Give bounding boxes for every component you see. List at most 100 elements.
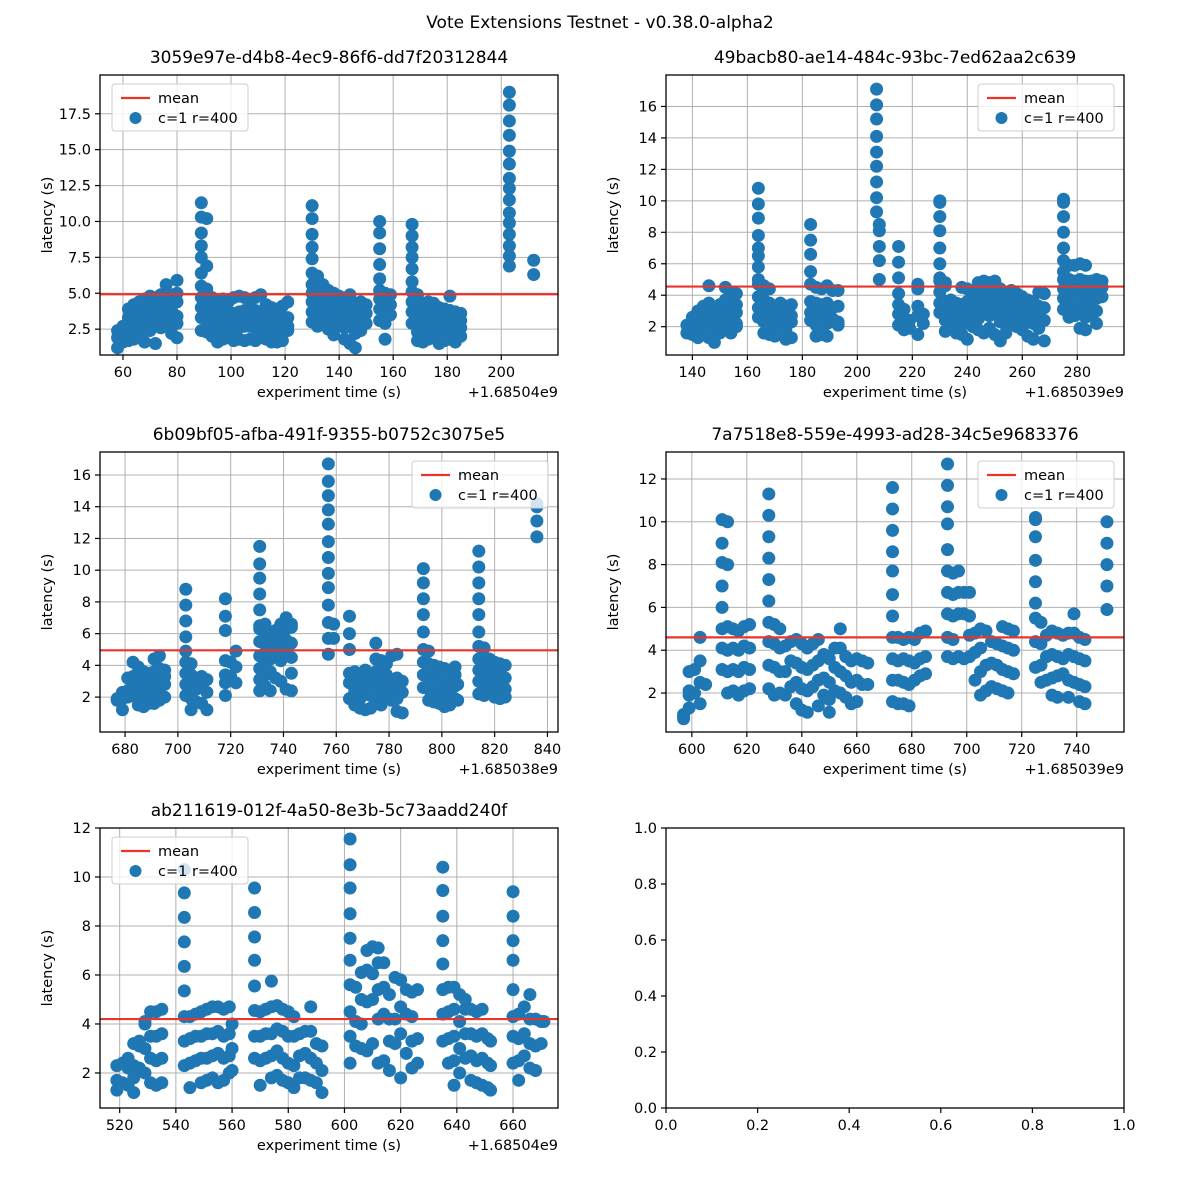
data-point (155, 1076, 169, 1090)
data-point (405, 1010, 419, 1024)
data-point (911, 328, 925, 342)
legend-item-mean: mean (158, 91, 199, 107)
data-point (1079, 323, 1093, 337)
y-tick-label: 10 (73, 870, 91, 886)
x-tick-label: 600 (678, 742, 706, 758)
x-tick-label: 640 (788, 742, 816, 758)
data-point (1037, 313, 1051, 327)
data-point (529, 1064, 543, 1078)
data-point (751, 249, 765, 263)
data-point (751, 260, 765, 274)
data-point (284, 650, 298, 664)
data-point (472, 592, 486, 606)
data-point (458, 992, 472, 1006)
data-point (477, 641, 491, 655)
data-point (1095, 290, 1109, 304)
data-point (850, 695, 864, 709)
x-tick-label: 0.6 (929, 1118, 952, 1134)
data-point (751, 197, 765, 211)
data-point (170, 295, 184, 309)
data-point (919, 667, 933, 681)
data-point (284, 666, 298, 680)
data-point (287, 1081, 301, 1095)
legend-item-mean: mean (158, 844, 199, 860)
data-point (886, 481, 900, 495)
data-point (1050, 690, 1064, 704)
y-tick-label: 12 (639, 162, 657, 178)
y-tick-label: 17.5 (59, 107, 91, 123)
data-point (222, 1000, 236, 1014)
y-tick-label: 2.5 (68, 322, 91, 338)
data-point (194, 239, 208, 253)
data-point (366, 967, 380, 981)
data-point (784, 298, 798, 312)
data-point (222, 1027, 236, 1041)
data-point (359, 306, 373, 320)
data-point (447, 1002, 461, 1016)
data-point (892, 271, 906, 285)
data-point (373, 258, 387, 272)
y-tick-label: 12.5 (59, 179, 91, 195)
data-point (253, 571, 267, 585)
data-point (378, 332, 392, 346)
data-point (248, 953, 262, 967)
data-point (305, 252, 319, 266)
data-point (911, 282, 925, 296)
data-point (305, 240, 319, 254)
data-point (472, 560, 486, 574)
legend-item-mean: mean (1024, 468, 1065, 484)
data-point (405, 275, 419, 289)
y-tick-label: 4 (82, 658, 91, 674)
data-point (405, 250, 419, 264)
data-point (218, 689, 232, 703)
data-point (183, 1081, 197, 1095)
data-point (811, 699, 825, 713)
x-tick-label: 0.4 (838, 1118, 861, 1134)
x-tick-label: 100 (217, 365, 245, 381)
data-point (1100, 558, 1114, 572)
legend-item-series: c=1 r=400 (458, 488, 538, 504)
data-point (304, 1000, 318, 1014)
data-point (916, 307, 930, 321)
x-tick-label: 620 (733, 742, 761, 758)
data-point (343, 907, 357, 921)
data-point (762, 573, 776, 587)
data-point (451, 677, 465, 691)
data-point (436, 860, 450, 874)
y-tick-label: 12 (73, 531, 91, 547)
axes-frame (99, 451, 559, 733)
data-point (502, 249, 516, 263)
x-tick-label: 0.8 (1021, 1118, 1044, 1134)
data-point (371, 941, 385, 955)
data-point (870, 129, 884, 143)
data-point (229, 676, 243, 690)
data-point (436, 957, 450, 971)
data-point (321, 474, 335, 488)
data-point (1057, 225, 1071, 239)
data-point (138, 335, 152, 349)
data-point (148, 337, 162, 351)
data-point (897, 302, 911, 316)
data-point (999, 326, 1013, 340)
data-point (502, 171, 516, 185)
data-point (315, 1039, 329, 1053)
x-tick-label: 140 (679, 365, 707, 381)
x-tick-label: 800 (428, 742, 456, 758)
y-axis-label: latency (s) (606, 177, 622, 254)
y-tick-label: 0.2 (634, 1045, 657, 1061)
data-point (248, 979, 262, 993)
data-point (177, 886, 191, 900)
data-point (155, 1002, 169, 1016)
data-point (886, 564, 900, 578)
data-point (804, 265, 818, 279)
x-tick-label: 180 (433, 365, 461, 381)
data-point (523, 988, 537, 1002)
data-point (170, 316, 184, 330)
data-point (933, 195, 947, 209)
data-point (729, 320, 743, 334)
data-point (253, 603, 267, 617)
data-point (405, 217, 419, 231)
x-tick-label: 680 (111, 742, 139, 758)
data-point (263, 684, 277, 698)
legend-item-mean: mean (1024, 91, 1065, 107)
